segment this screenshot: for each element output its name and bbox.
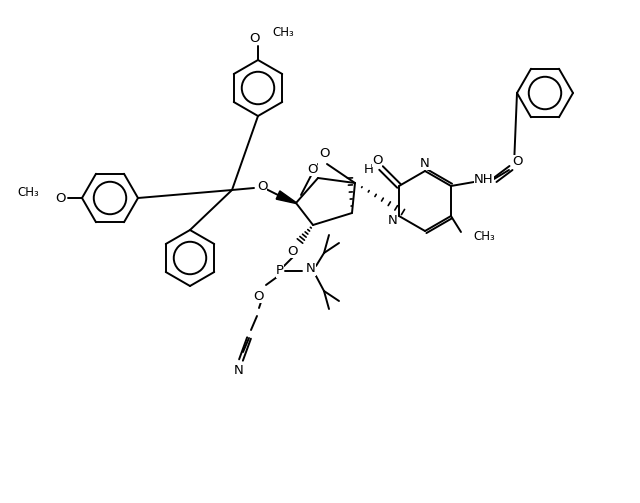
- Text: P: P: [276, 265, 284, 278]
- Text: O: O: [513, 154, 524, 167]
- Text: CH₃: CH₃: [473, 229, 495, 242]
- Text: CH₃: CH₃: [17, 186, 39, 199]
- Text: O: O: [250, 32, 260, 44]
- Text: CH₃: CH₃: [272, 26, 294, 39]
- Text: O: O: [253, 290, 264, 302]
- Polygon shape: [276, 191, 296, 203]
- Text: N: N: [306, 263, 316, 276]
- Text: H: H: [364, 162, 374, 176]
- Text: N: N: [234, 364, 244, 377]
- Text: O: O: [307, 162, 317, 176]
- Text: N: N: [420, 156, 430, 170]
- Text: NH: NH: [474, 173, 494, 186]
- Text: O: O: [372, 153, 382, 166]
- Text: O: O: [55, 192, 65, 205]
- Text: N: N: [388, 213, 398, 226]
- Text: O: O: [257, 180, 268, 193]
- Text: O: O: [320, 146, 330, 159]
- Text: O: O: [287, 244, 297, 258]
